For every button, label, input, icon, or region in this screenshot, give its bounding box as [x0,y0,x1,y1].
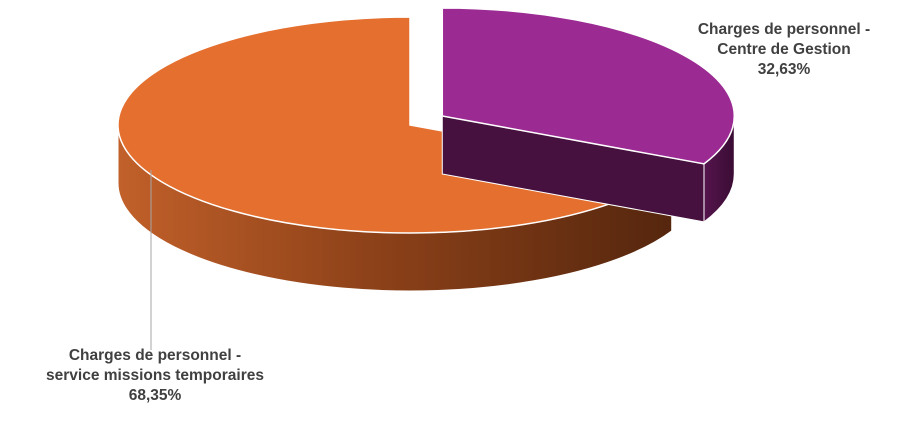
slice-label-line1: Charges de personnel - [697,21,871,38]
slice-top-face [441,7,735,165]
slice-label-line1: Charges de personnel - [68,347,242,364]
pie-slices-layer [117,7,735,292]
data-label-missions-temporaires: Charges de personnel - service missions … [0,346,310,406]
slice-percentage: 32,63% [757,61,811,78]
slice-label-line2: service missions temporaires [46,367,264,384]
data-label-centre-gestion: Charges de personnel - Centre de Gestion… [664,20,904,80]
slice-percentage: 68,35% [128,387,182,404]
slice-label-line2: Centre de Gestion [717,41,851,58]
pie-slice-centre-gestion [441,7,735,223]
